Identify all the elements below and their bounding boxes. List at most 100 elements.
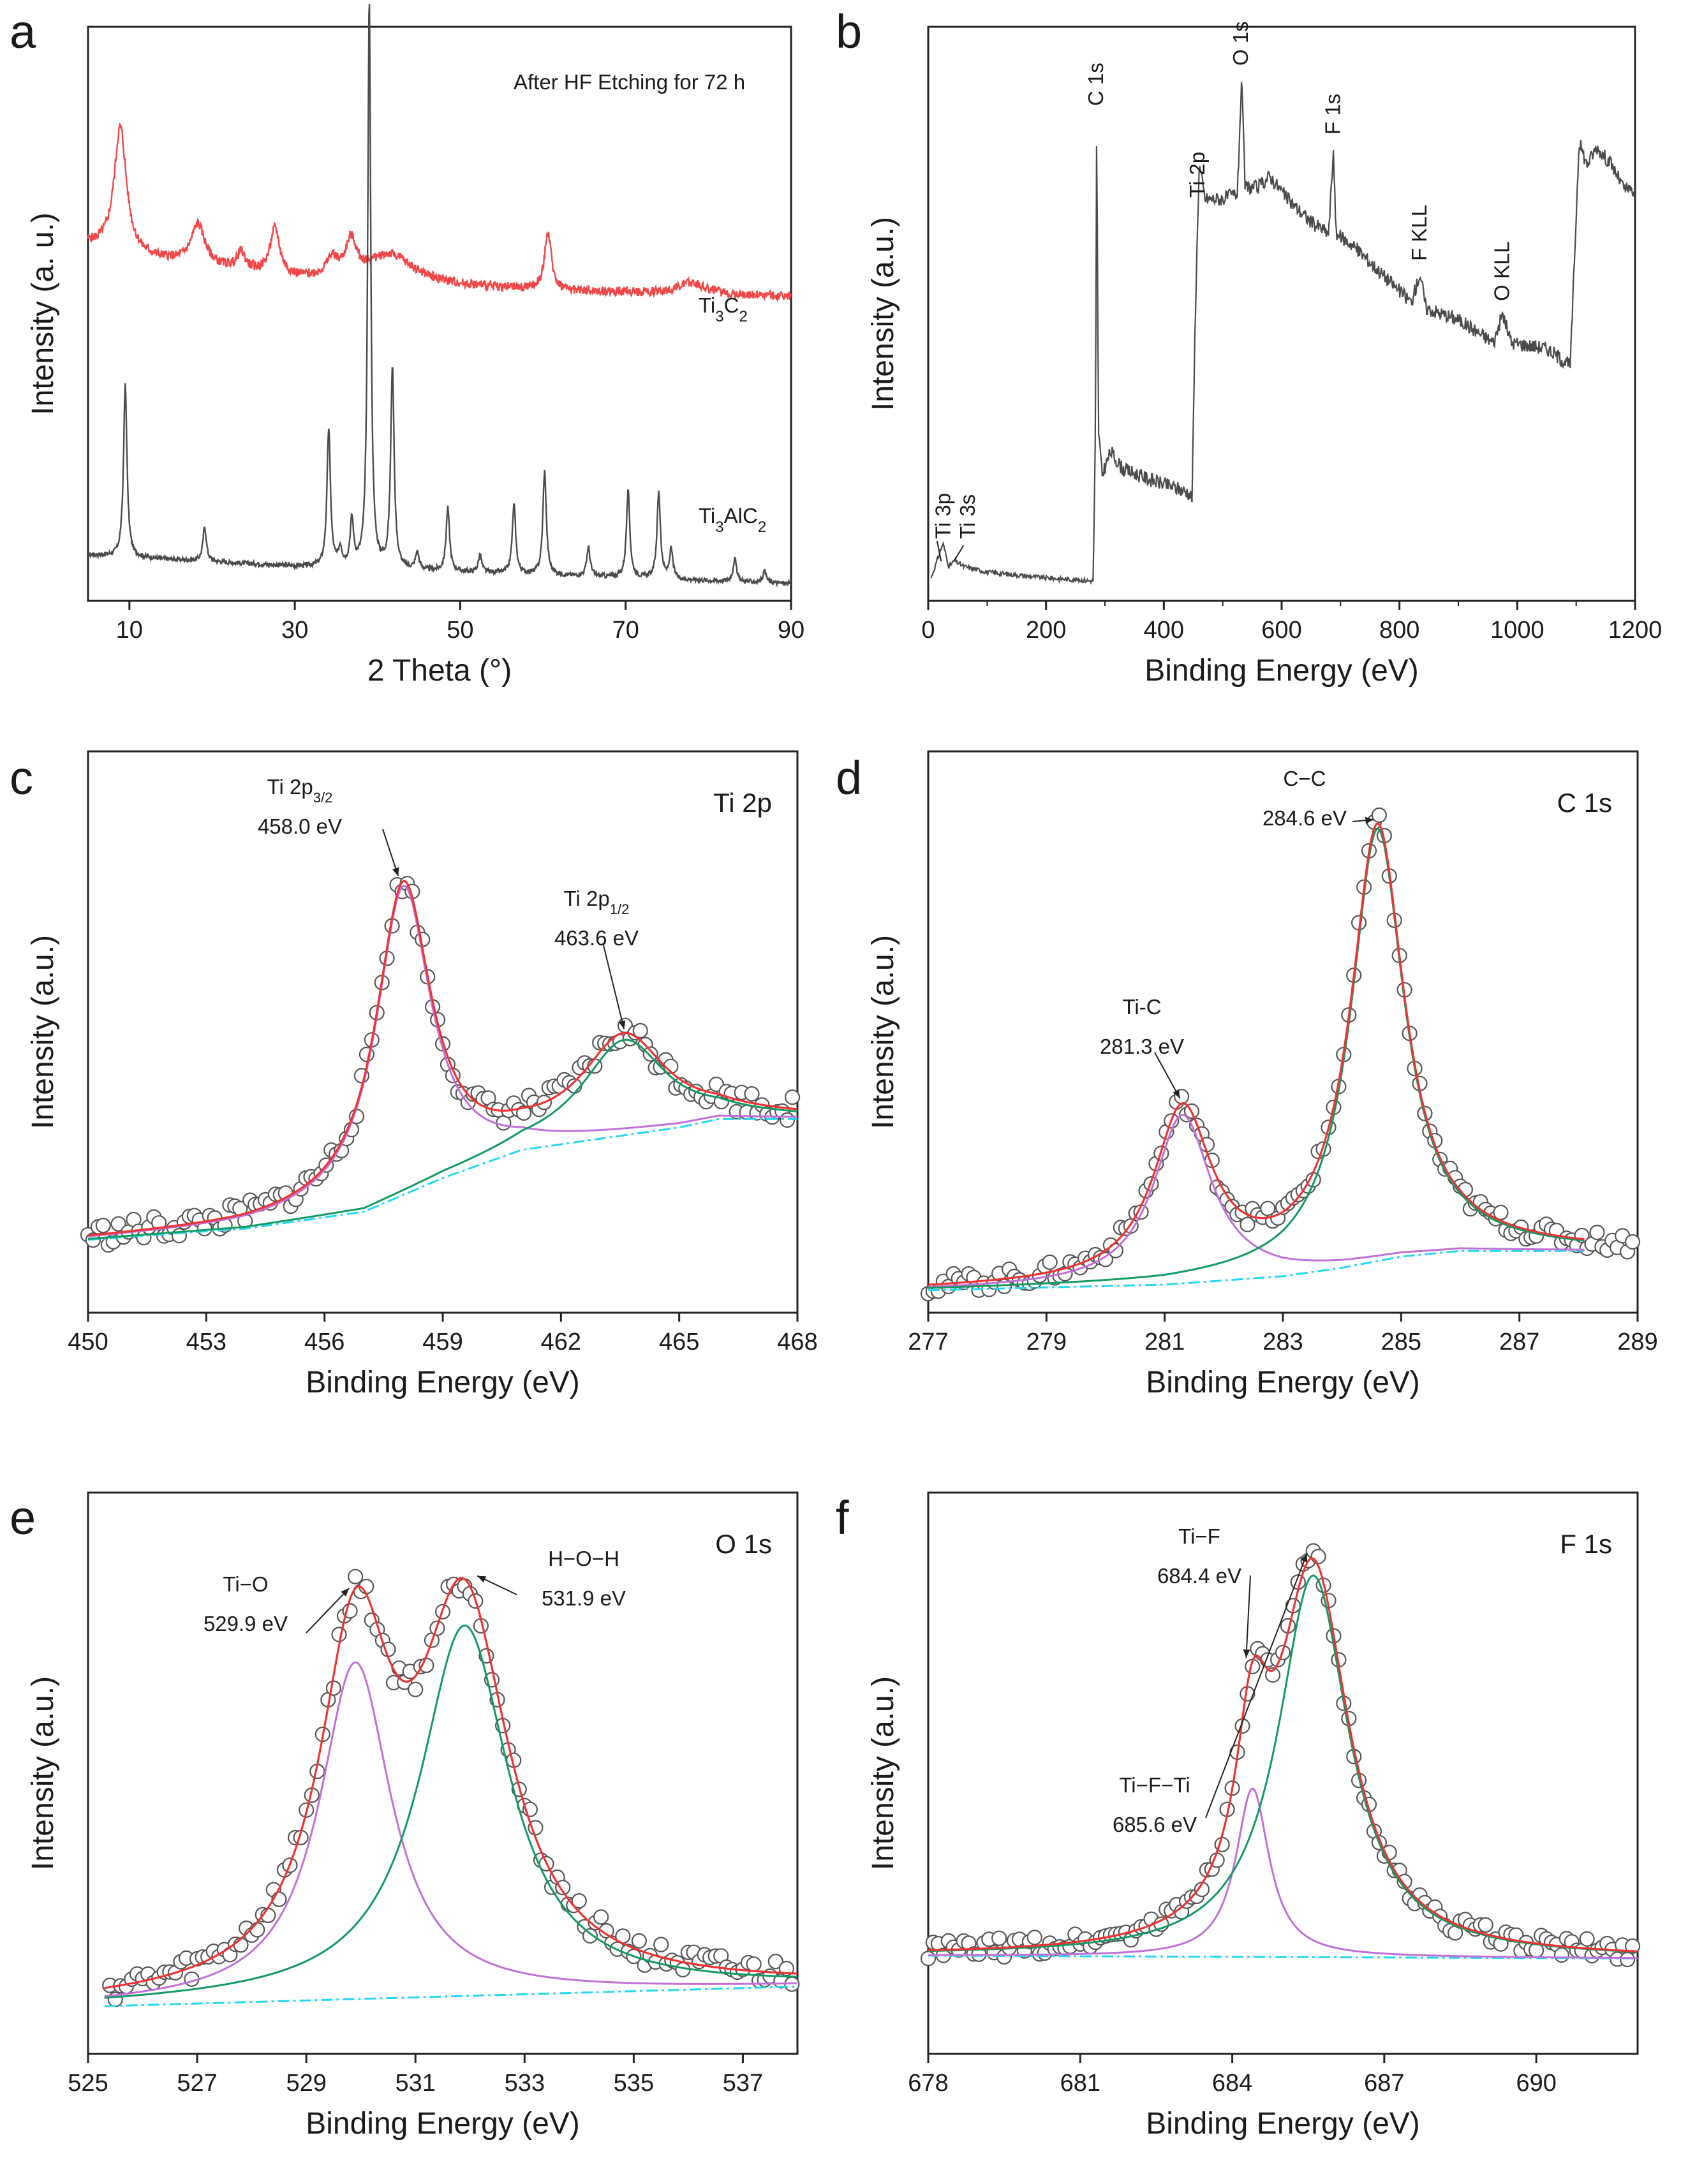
legend-Ti3AlC2: Ti3AlC2 [699, 504, 766, 536]
x-tick-label: 459 [422, 1329, 463, 1355]
y-axis-label: Intensity (a.u.) [866, 1676, 900, 1870]
x-tick-label: 687 [1364, 2070, 1404, 2097]
x-tick-label: 400 [1144, 617, 1184, 644]
data-points [80, 876, 801, 1253]
data-point [784, 1089, 801, 1105]
data-point [110, 1216, 126, 1232]
chart-title: O 1s [715, 1529, 772, 1559]
annotation-label: Ti 2p3/2 [267, 775, 333, 806]
x-tick-label: 1200 [1608, 617, 1662, 644]
panel-d-label: d [836, 751, 862, 804]
data-point [653, 1937, 669, 1952]
annotation-arrow [1205, 1553, 1308, 1819]
peak-label: F KLL [1407, 205, 1431, 261]
data-point [991, 1930, 1007, 1946]
annotation-arrowhead [392, 867, 399, 876]
plot-frame [87, 1491, 799, 2055]
panel-e: e 525 527 529 531 533 535 537 Binding Energy (e… [10, 1491, 800, 2141]
y-axis-label: Intensity (a.u.) [866, 935, 900, 1129]
annotation-arrowhead [341, 1588, 350, 1597]
data-point [1620, 1951, 1636, 1968]
arrow-ti3p [936, 540, 942, 562]
annotation-arrow [1154, 1052, 1181, 1099]
chart-title: F 1s [1560, 1529, 1612, 1559]
annotation-arrowhead [1173, 1089, 1180, 1098]
data-point [746, 1956, 762, 1972]
annotation-value: 463.6 eV [554, 926, 639, 950]
data-point [1107, 1243, 1124, 1258]
data-points [920, 807, 1641, 1302]
data-point [347, 1568, 364, 1584]
data-point [1553, 1947, 1569, 1963]
x-tick-label: 200 [1026, 617, 1066, 644]
peak-label: Ti 3p [931, 493, 954, 539]
chart-title: C 1s [1557, 788, 1612, 818]
component-Ti-O [104, 1661, 797, 1998]
data-point [920, 1951, 937, 1966]
annotation-arrowhead [1300, 1553, 1308, 1563]
peak-label: O KLL [1490, 241, 1513, 301]
x-tick-label: 70 [612, 617, 639, 644]
series-Ti3AlC2 [87, 3, 792, 588]
annotation-value: 684.4 eV [1157, 1564, 1241, 1588]
x-tick-label: 600 [1261, 617, 1301, 644]
x-tick-label: 529 [286, 2070, 326, 2097]
data-points [920, 1543, 1641, 1968]
x-tick-label: 279 [1026, 1329, 1067, 1355]
annotation-label: Ti−O [223, 1572, 268, 1596]
component-H-O-H [104, 1624, 797, 1999]
panel-f: f 678 681 684 687 690 Binding Energy (eV) Inte… [836, 1491, 1641, 2141]
data-point [1240, 1216, 1255, 1232]
chart-title: After HF Etching for 72 h [514, 70, 745, 94]
component-Ti 2p3/2 [87, 885, 797, 1237]
data-point [1579, 1931, 1595, 1947]
annotation-arrowhead [618, 1020, 626, 1029]
annotation-arrowhead [1243, 1649, 1250, 1658]
data-point [593, 1909, 609, 1925]
x-axis-label: Binding Energy (eV) [1146, 1366, 1420, 1399]
x-tick-label: 1000 [1490, 617, 1544, 644]
x-tick-label: 531 [396, 2070, 436, 2097]
peak-label: Ti 3s [956, 494, 979, 539]
panel-d: d 277 279 281 283 285 287 289 Binding Energy (e… [836, 750, 1658, 1399]
background-line [104, 1985, 797, 2007]
data-point [1589, 1224, 1605, 1241]
x-tick-label: 684 [1212, 2070, 1252, 2097]
annotation-label: Ti 2p1/2 [564, 887, 630, 917]
annotation-value: 529.9 eV [204, 1612, 288, 1635]
data-point [249, 1922, 265, 1938]
series-Ti3C2 [87, 122, 792, 303]
annotation-value: 281.3 eV [1100, 1035, 1184, 1058]
data-point [1625, 1938, 1641, 1954]
data-point [1310, 1549, 1326, 1565]
data-point [1477, 1917, 1493, 1933]
x-axis-label: Binding Energy (eV) [1144, 654, 1419, 688]
background-line [87, 1118, 797, 1241]
data-point [95, 1218, 111, 1234]
component-Ti 2p1/2 [87, 1038, 798, 1240]
x-tick-label: 465 [659, 1329, 699, 1355]
data-point [331, 1627, 347, 1642]
x-tick-label: 535 [614, 2070, 654, 2097]
x-tick-label: 281 [1144, 1329, 1185, 1355]
envelope-fit [87, 880, 798, 1237]
annotation-arrowhead [477, 1575, 487, 1583]
annotation-value: 284.6 eV [1263, 806, 1347, 830]
data-point [744, 1086, 760, 1102]
x-tick-label: 468 [777, 1329, 817, 1355]
x-tick-label: 678 [908, 2070, 948, 2097]
x-tick-label: 0 [921, 617, 935, 644]
x-tick-label: 30 [281, 617, 308, 644]
x-tick-label: 283 [1263, 1329, 1303, 1355]
component-Ti-F [928, 1787, 1638, 1959]
data-point [555, 1880, 571, 1896]
x-tick-label: 453 [186, 1329, 226, 1355]
annotation-arrowhead [1365, 816, 1374, 824]
annotation-arrow [382, 829, 399, 876]
x-tick-label: 10 [116, 617, 143, 644]
annotation-arrow [306, 1588, 350, 1634]
plot-frame [927, 26, 1636, 602]
annotation-label: C−C [1284, 767, 1326, 790]
annotation-value: 531.9 eV [542, 1586, 626, 1610]
